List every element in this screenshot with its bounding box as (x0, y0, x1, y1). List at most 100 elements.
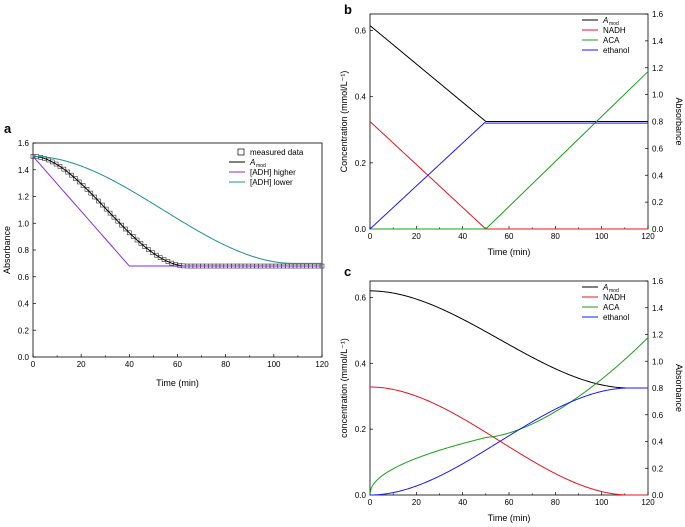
data-point-measured (65, 169, 70, 175)
y2-tick-label: 1.6 (652, 10, 664, 19)
data-point-measured (142, 244, 148, 249)
data-point-measured (61, 166, 67, 172)
data-point-measured (138, 241, 144, 246)
legend-label: ethanol (603, 46, 629, 55)
x-tick-label: 100 (595, 232, 609, 241)
series-line-ethanol (369, 121, 648, 230)
x-tick-label: 120 (641, 232, 655, 241)
y-tick-label: 0.8 (18, 246, 30, 255)
y-tick-label: 1.6 (18, 139, 30, 148)
y2-tick-label: 1.0 (652, 91, 664, 100)
data-point-measured (88, 190, 94, 196)
y-axis-label: concentration (mmol/L⁻¹) (339, 338, 349, 438)
y2-axis-label: Absorbance (674, 364, 684, 412)
y2-tick-label: 1.0 (652, 357, 664, 366)
data-point-measured (57, 164, 63, 169)
y2-tick-label: 0.8 (652, 118, 664, 127)
x-tick-label: 60 (173, 360, 182, 369)
legend-label: A (249, 158, 255, 167)
legend-label: A (602, 16, 608, 25)
x-tick-label: 20 (77, 360, 86, 369)
series-line-a-mod (369, 25, 648, 122)
x-axis-label: Time (min) (488, 247, 531, 257)
panel-label: b (344, 2, 352, 17)
data-point-measured (100, 202, 105, 208)
x-tick-label: 20 (412, 232, 421, 241)
y-tick-label: 1.0 (18, 219, 30, 228)
x-tick-label: 100 (595, 498, 609, 507)
y-tick-label: 0.0 (18, 353, 30, 362)
legend-label: ACA (603, 36, 620, 45)
y2-tick-label: 0.4 (652, 438, 664, 447)
y-tick-label: 0.6 (18, 273, 30, 282)
panel-label: a (4, 121, 12, 136)
data-point-measured (123, 226, 128, 232)
x-tick-label: 20 (412, 498, 421, 507)
legend-label: measured data (250, 148, 304, 157)
chart-panel-b: b0 20 40 60 80 100 1200.00.20.40.60.00.20.40.6… (339, 2, 684, 257)
x-tick-label: 0 (31, 360, 36, 369)
y-tick-label: 1.2 (18, 193, 30, 202)
legend-label-subscript: mod (609, 288, 619, 294)
data-point-measured (107, 210, 113, 216)
y2-tick-label: 0.6 (652, 411, 664, 420)
legend-label: NADH (603, 293, 626, 302)
series-line--adh-lower (33, 155, 322, 264)
legend-label-subscript: mod (256, 163, 266, 169)
series-line-aca (370, 71, 649, 230)
y2-tick-label: 1.2 (652, 331, 664, 340)
y2-tick-label: 1.6 (652, 277, 664, 286)
y2-tick-label: 1.2 (652, 64, 664, 73)
y-tick-label: 0.4 (355, 93, 367, 102)
data-point-measured (119, 222, 124, 228)
x-tick-label: 80 (221, 360, 230, 369)
panel-label: c (344, 264, 351, 279)
y2-tick-label: 0.0 (652, 225, 664, 234)
legend-label: A (602, 283, 608, 292)
legend-label: NADH (603, 26, 626, 35)
x-tick-label: 40 (458, 498, 467, 507)
data-point-measured (111, 214, 117, 220)
data-point-measured (80, 183, 86, 188)
data-point-measured (115, 218, 121, 224)
data-point-measured (146, 247, 151, 253)
series-line-nadh (369, 386, 648, 496)
legend-label-subscript: mod (609, 21, 619, 27)
data-point-measured (154, 252, 159, 258)
y-tick-label: 0.2 (18, 326, 30, 335)
data-point-measured (76, 179, 82, 185)
data-point-measured (69, 172, 74, 178)
data-point-measured (127, 230, 132, 236)
y2-tick-label: 1.4 (652, 304, 664, 313)
data-point-measured (130, 234, 136, 239)
y-tick-label: 0.2 (355, 159, 367, 168)
y-axis-label: Absorbance (2, 226, 12, 274)
y2-tick-label: 0.4 (652, 171, 664, 180)
y-tick-label: 0.2 (355, 425, 367, 434)
y-tick-label: 1.4 (18, 166, 30, 175)
y-tick-label: 0.0 (355, 491, 367, 500)
legend-label: [ADH] higher (250, 168, 296, 177)
series-line--adh-higher (32, 156, 322, 267)
series-line-nadh (369, 121, 648, 230)
x-tick-label: 0 (368, 232, 373, 241)
legend-label: ethanol (603, 313, 629, 322)
y2-tick-label: 0.2 (652, 464, 664, 473)
data-point-measured (92, 194, 97, 200)
x-tick-label: 100 (267, 360, 281, 369)
data-point-measured (134, 237, 140, 243)
x-tick-label: 0 (368, 498, 373, 507)
data-point-measured (73, 176, 78, 181)
x-tick-label: 60 (505, 498, 514, 507)
data-point-measured (150, 250, 155, 255)
series-line-ethanol (369, 387, 648, 496)
y-tick-label: 0.0 (355, 225, 367, 234)
legend-label: ACA (603, 303, 620, 312)
legend-marker (237, 148, 245, 156)
y-tick-label: 0.6 (355, 293, 367, 302)
data-point-measured (53, 161, 59, 167)
y-tick-label: 0.6 (355, 27, 367, 36)
series-line-aca (369, 337, 649, 495)
chart-panel-a: a 0 20 40 60 80 100 120 0.0 0.2 0.4 0.6 0.8 1.0 1.2 1.4… (2, 121, 329, 388)
y2-axis-label: Absorbance (674, 97, 684, 145)
